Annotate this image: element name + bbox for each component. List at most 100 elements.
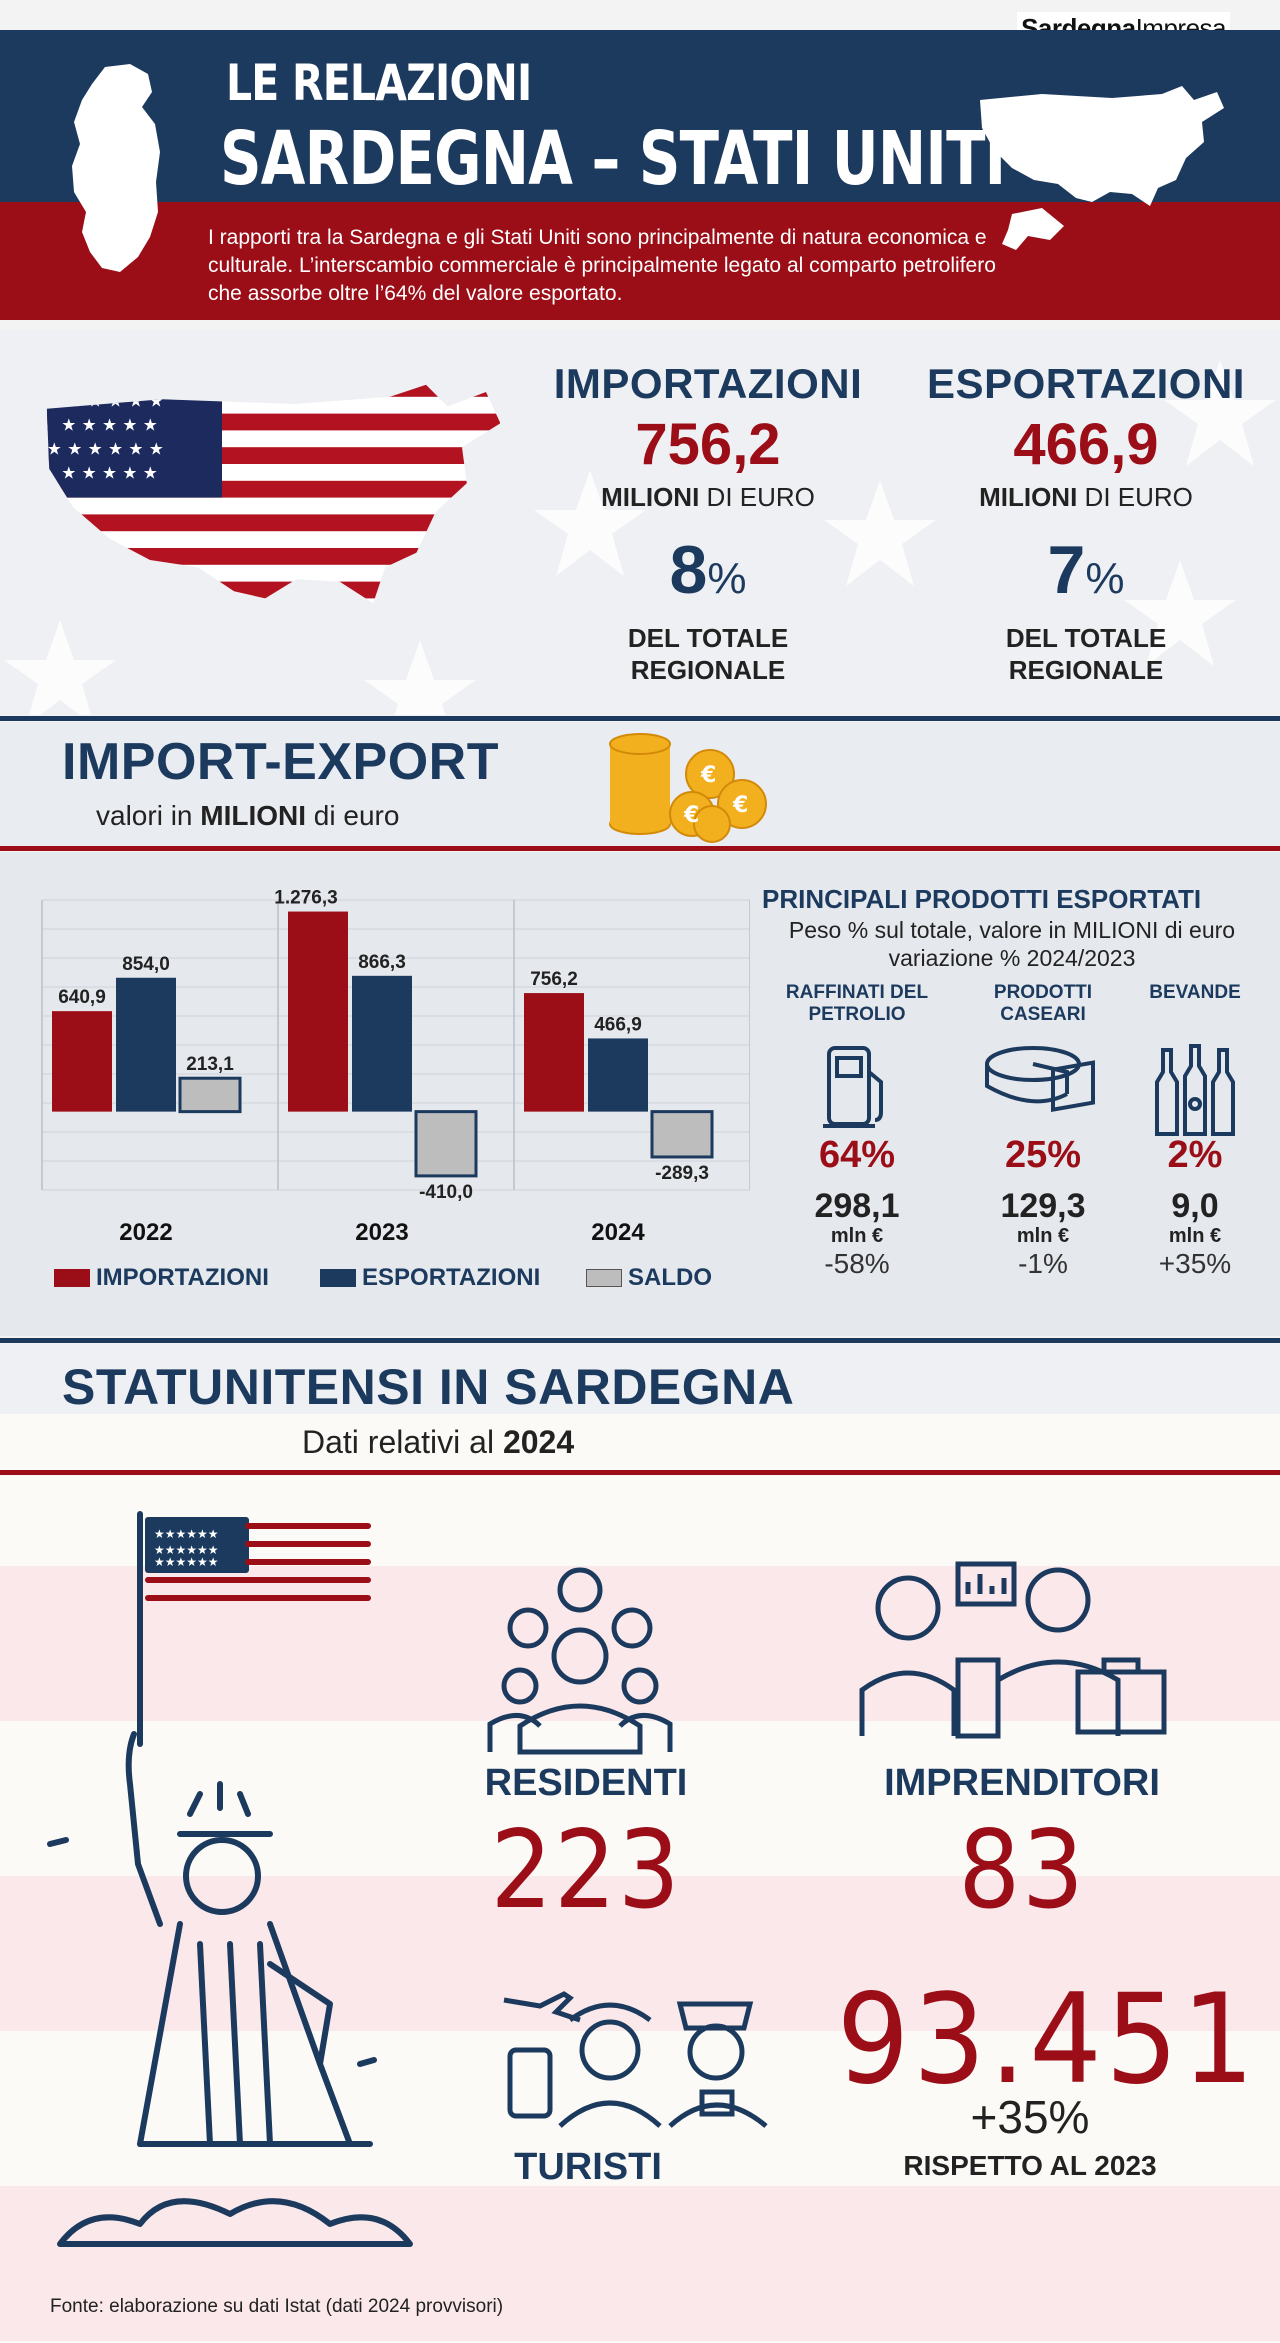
legend-imports: IMPORTAZIONI [54,1264,269,1292]
bottles-icon [1155,1044,1235,1136]
bar-importazioni-2024 [524,993,584,1112]
divider [0,1470,1280,1475]
product-variation: -58% [824,1248,890,1279]
americans-header [0,1344,1280,1414]
import-export-title: IMPORT-EXPORT [62,733,499,791]
imports-label: IMPORTAZIONI [553,360,863,407]
title-line-1: LE RELAZIONI [226,54,532,112]
data-label: -410,0 [419,1182,473,1203]
fuel-pump-icon [823,1046,883,1128]
import-export-chart: 640,9 854,0 213,1 2022 1.276,3 866,3 -410,0 202… [41,888,750,1246]
americans-subheader [0,1414,1280,1472]
legend-balance: SALDO [586,1264,712,1292]
imports-unit: MILIONI DI EURO [601,482,815,512]
product-share: 64% [818,1134,896,1176]
product-share: 25% [1004,1134,1082,1176]
tourists-label: TURISTI [514,2146,662,2188]
exports-unit: MILIONI DI EURO [979,482,1193,512]
product-name: BEVANDE [1149,982,1241,1003]
category-label: 2024 [591,1219,645,1246]
bar-importazioni-2022 [52,1011,112,1112]
residents-label: RESIDENTI [484,1762,688,1804]
title-line-2: SARDEGNA – STATI UNITI [220,116,1006,202]
product-oil: RAFFINATI DEL PETROLIO 64% 298,1 mln € -5… [762,982,952,1280]
product-value: 9,0 [1171,1187,1219,1225]
imports-share: 8% [669,532,747,608]
products-title: PRINCIPALI PRODOTTI ESPORTATI [762,884,1202,914]
bar-saldo-2024 [650,1110,714,1159]
tourists-value: 93.451 [836,1968,1259,2112]
bar-saldo-2022 [178,1076,242,1114]
data-label: 756,2 [530,969,578,990]
svg-text:€: € [732,793,748,818]
svg-text:€: € [683,803,699,828]
exports-value: 466,9 [1013,412,1159,477]
product-variation: -1% [1018,1248,1068,1279]
legend-exports: ESPORTAZIONI [320,1264,540,1292]
product-unit: mln € [830,1225,884,1247]
svg-text:★★★★★★: ★★★★★★ [154,1555,219,1569]
category-label: 2022 [119,1219,172,1246]
entrepreneurs-icon [859,1561,1167,1739]
exports-share-label: DEL TOTALE REGIONALE [1005,623,1167,685]
product-name: PRODOTTI CASEARI [993,982,1093,1025]
divider [0,846,1280,851]
svg-text:★ ★ ★ ★ ★: ★ ★ ★ ★ ★ [61,462,158,482]
divider [0,716,1280,721]
bar-esportazioni-2022 [116,977,176,1112]
data-label: 866,3 [358,952,406,973]
data-label: 1.276,3 [274,888,337,909]
data-label: -289,3 [655,1163,709,1184]
bar-esportazioni-2023 [352,975,412,1112]
exports-label: ESPORTAZIONI [927,360,1245,407]
data-label: 640,9 [58,987,106,1008]
product-share: 2% [1167,1134,1223,1176]
americans-subtitle: Dati relativi al 2024 [302,1424,575,1460]
cheese-icon [985,1046,1095,1113]
exports-share: 7% [1047,532,1125,608]
exports-stat: ESPORTAZIONI 466,9 MILIONI DI EURO 7% DE… [906,360,1266,686]
product-value: 129,3 [1000,1187,1086,1225]
data-label: 213,1 [186,1054,234,1075]
sardinia-map-icon [72,64,160,272]
imports-stat: IMPORTAZIONI 756,2 MILIONI DI EURO 8% DE… [528,360,888,686]
entrepreneurs-value: 83 [958,1808,1086,1933]
data-label: 466,9 [594,1014,642,1035]
entrepreneurs-label: IMPRENDITORI [884,1762,1160,1804]
bar-esportazioni-2024 [588,1038,648,1112]
svg-text:★ ★ ★ ★ ★ ★: ★ ★ ★ ★ ★ ★ [47,438,164,458]
svg-text:★ ★ ★ ★ ★ ★: ★ ★ ★ ★ ★ ★ [47,390,164,410]
svg-text:€: € [700,763,716,788]
usa-map-icon [980,86,1224,250]
svg-text:★★★★★★: ★★★★★★ [154,1543,219,1557]
statue-of-liberty-icon: ★★★★★★ ★★★★★★ ★★★★★★ [47,1511,413,2247]
product-beverages: BEVANDE 2% 9,0 mln € +35% [1100,982,1280,1280]
product-name: RAFFINATI DEL PETROLIO [785,982,929,1025]
bar-saldo-2023 [414,1110,478,1178]
intro-text: I rapporti tra la Sardegna e gli Stati U… [208,226,996,305]
import-export-subtitle: valori in MILIONI di euro [96,800,400,831]
intro-banner [0,202,1280,320]
product-unit: mln € [1016,1225,1070,1247]
divider [0,1338,1280,1343]
product-unit: mln € [1168,1225,1222,1247]
products-subtitle: Peso % sul totale, valore in MILIONI di … [788,917,1236,971]
data-label: 854,0 [122,954,170,975]
source-note: Fonte: elaborazione su dati Istat (dati … [50,2296,504,2317]
euro-coins-icon: €€€ [609,733,767,843]
stars-background [4,360,1276,746]
product-dairy: PRODOTTI CASEARI 25% 129,3 mln € -1% [948,982,1138,1280]
product-variation: +35% [1158,1248,1232,1279]
us-flag-map-icon: ★ ★ ★ ★ ★ ★ ★ ★ ★ ★ ★ ★ ★ ★ ★ ★ ★ ★ ★ ★ … [46,384,500,604]
residents-value: 223 [490,1808,682,1933]
product-value: 298,1 [814,1187,900,1225]
americans-title: STATUNITENSI IN SARDEGNA [62,1359,795,1415]
svg-text:★ ★ ★ ★ ★: ★ ★ ★ ★ ★ [61,414,158,434]
tourists-icon [503,1991,768,2128]
svg-text:★★★★★★: ★★★★★★ [154,1527,219,1541]
tourists-note: RISPETTO AL 2023 [903,2150,1157,2181]
category-label: 2023 [355,1219,408,1246]
bar-importazioni-2023 [288,911,348,1112]
imports-value: 756,2 [635,412,781,477]
